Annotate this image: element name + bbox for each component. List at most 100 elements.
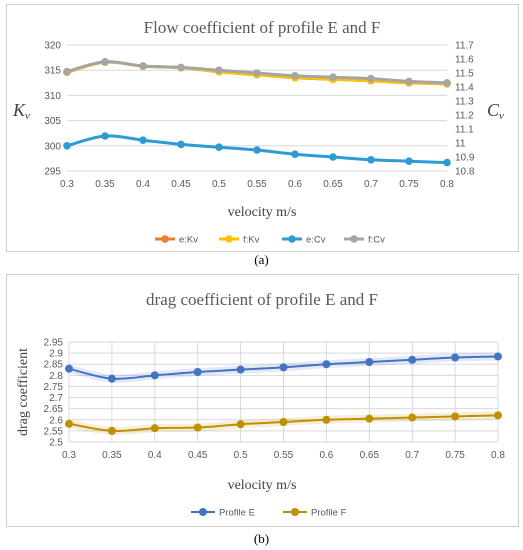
x-tick-label: 0.3	[60, 179, 74, 190]
data-point	[443, 79, 451, 87]
y-right-tick-label: 10.9	[455, 153, 475, 164]
x-tick-label: 0.55	[247, 179, 267, 190]
data-point	[65, 419, 73, 428]
x-axis-title: velocity m/s	[228, 205, 297, 220]
data-point	[451, 412, 460, 421]
data-point	[63, 142, 71, 150]
y-tick-label: 2.65	[44, 404, 64, 415]
data-point	[494, 352, 502, 361]
drag-coefficient-chart-panel: drag coefficient of profile E and F 2.5 2.…	[6, 274, 519, 527]
y-right-tick-label: 11.2	[455, 111, 474, 122]
y-tick-label: 2.8	[49, 371, 63, 382]
data-point	[367, 156, 375, 164]
x-tick-label: 0.5	[212, 179, 226, 190]
x-tick-label: 0.6	[319, 450, 333, 461]
y-tick-label: 2.95	[44, 338, 64, 349]
flow-coefficient-chart: Flow coefficient of profile E and F 295 30…	[12, 18, 504, 246]
data-point	[322, 415, 331, 424]
y-tick-label: 2.6	[49, 415, 63, 426]
legend-label: Profile F	[311, 508, 347, 519]
y-tick-label: 315	[44, 66, 61, 77]
data-point	[365, 358, 374, 366]
y-right-tick-label: 11.7	[455, 41, 474, 52]
data-point	[279, 363, 288, 372]
data-point	[63, 67, 71, 76]
x-tick-label: 0.6	[288, 179, 302, 190]
x-tick-label: 0.7	[364, 179, 378, 190]
data-point	[443, 158, 451, 167]
x-tick-label: 0.7	[405, 450, 419, 461]
data-point	[236, 420, 245, 429]
drag-coefficient-chart: drag coefficient of profile E and F2.52.…	[16, 290, 505, 519]
data-point	[193, 368, 202, 376]
x-tick-label: 0.45	[188, 450, 208, 461]
x-tick-label: 0.8	[440, 179, 454, 190]
y-tick-label: 300	[44, 141, 61, 152]
y-tick-label: 310	[44, 91, 61, 102]
legend-label: e:Cv	[306, 235, 326, 246]
legend-swatch-marker	[291, 508, 299, 516]
y-tick-label: 2.7	[49, 393, 63, 404]
chart-title: drag coefficient of profile E and F	[146, 290, 378, 309]
caption-b: (b)	[253, 531, 270, 546]
legend-swatch-marker	[161, 235, 169, 243]
y-tick-label: 2.75	[44, 382, 64, 393]
data-point	[253, 69, 261, 77]
x-tick-label: 0.55	[274, 450, 294, 461]
x-axis-title: velocity m/s	[228, 478, 297, 493]
data-point	[101, 58, 109, 66]
data-point	[193, 423, 202, 432]
x-tick-label: 0.75	[445, 450, 465, 461]
data-point	[150, 424, 159, 433]
data-point	[329, 153, 337, 161]
data-point	[291, 150, 299, 158]
data-point	[365, 414, 374, 423]
data-point	[65, 364, 73, 373]
y-tick-label: 2.5	[49, 438, 63, 449]
caption-a: (a)	[254, 252, 269, 267]
legend-label: e:Kv	[179, 235, 198, 246]
y-axis-title: Kv	[12, 100, 30, 122]
y-tick-label: 295	[44, 167, 61, 178]
data-point	[215, 66, 223, 74]
y-right-tick-label: 11.6	[455, 55, 474, 66]
data-point	[236, 365, 245, 374]
legend-swatch-marker	[288, 235, 296, 243]
legend-swatch-marker	[350, 235, 358, 243]
legend-label: f:Kv	[243, 235, 260, 246]
y-tick-label: 320	[44, 41, 61, 52]
data-point	[177, 63, 185, 72]
y-tick-label: 2.9	[49, 349, 63, 360]
data-point	[279, 418, 288, 426]
y-right-tick-label: 11	[455, 139, 466, 150]
y-tick-label: 305	[44, 116, 61, 127]
y-right-tick-label: 11.3	[455, 97, 474, 108]
x-tick-label: 0.65	[323, 179, 343, 190]
chart-title: Flow coefficient of profile E and F	[144, 18, 381, 37]
x-tick-label: 0.4	[136, 179, 150, 190]
y-right-axis-title: Cv	[487, 100, 504, 122]
y-right-tick-label: 11.4	[455, 83, 474, 94]
data-point	[107, 374, 116, 383]
y-tick-label: 2.55	[44, 426, 64, 437]
data-point	[405, 157, 413, 165]
data-point	[107, 426, 116, 435]
x-tick-label: 0.35	[102, 450, 122, 461]
data-point	[329, 73, 337, 81]
y-tick-label: 2.85	[44, 360, 64, 371]
x-tick-label: 0.45	[171, 179, 191, 190]
data-point	[139, 62, 147, 70]
data-point	[101, 132, 109, 140]
data-point	[139, 136, 147, 144]
data-point	[405, 77, 413, 86]
x-tick-label: 0.8	[491, 450, 505, 461]
x-tick-label: 0.3	[62, 450, 76, 461]
legend-swatch-marker	[225, 235, 233, 243]
flow-coefficient-chart-panel: Flow coefficient of profile E and F 295 30…	[6, 4, 519, 252]
x-tick-label: 0.65	[360, 450, 380, 461]
x-tick-label: 0.4	[148, 450, 162, 461]
data-point	[177, 140, 185, 149]
data-point	[367, 74, 375, 83]
x-tick-label: 0.75	[399, 179, 419, 190]
x-tick-label: 0.5	[234, 450, 248, 461]
